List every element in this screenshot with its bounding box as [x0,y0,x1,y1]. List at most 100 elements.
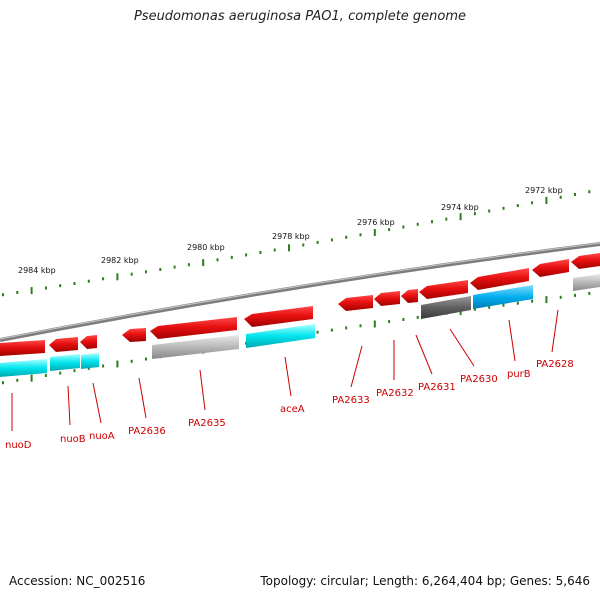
scale-minor-tick [73,369,76,373]
cds-aceA[interactable] [246,324,315,348]
gene-nuoB[interactable] [49,337,78,352]
scale-minor-tick [559,195,562,199]
cds-nuoD[interactable] [0,359,47,377]
scale-minor-tick [2,381,4,385]
scale-label: 2976 kbp [357,218,395,227]
scale-minor-tick [44,286,47,290]
gene-PA2636[interactable] [122,328,146,342]
scale-minor-tick [574,193,576,196]
scale-minor-tick [531,299,534,303]
gene-PA2628[interactable] [532,259,569,277]
scale-minor-tick [102,364,105,368]
scale-label: 2984 kbp [18,266,56,275]
scale-minor-tick [488,305,491,309]
scale-minor-tick [473,212,476,216]
scale-minor-tick [330,238,333,242]
scale-major-tick [459,213,462,221]
scale-minor-tick [16,291,19,294]
gene-next[interactable] [571,253,600,269]
scale-major-tick [373,320,376,328]
gene-label[interactable]: PA2633 [332,395,370,406]
gene-label[interactable]: PA2628 [536,359,574,370]
scale-minor-tick [416,315,419,319]
gene-label[interactable]: nuoB [60,434,86,445]
gene-nuoD[interactable] [0,340,45,356]
scale-minor-tick [502,206,505,210]
cds-nuoA[interactable] [81,353,99,369]
scale-major-tick [373,229,376,236]
scale-minor-tick [102,277,105,281]
scale-minor-tick [273,248,276,252]
cds-PA2635[interactable] [152,335,239,359]
gene-PA2635[interactable] [150,317,237,339]
scale-minor-tick [130,272,133,276]
gene-label[interactable]: nuoA [89,431,115,442]
gene-label[interactable]: PA2631 [418,382,456,393]
gene-aceA[interactable] [244,306,313,327]
cds-nuoB[interactable] [50,354,80,371]
cds-feature-track [0,274,600,377]
scale-minor-tick [588,190,591,194]
scale-major-tick [545,296,548,304]
gene-label[interactable]: PA2635 [188,418,226,429]
scale-minor-tick [431,220,433,224]
scale-major-tick [30,287,33,295]
scale-minor-tick [16,378,19,382]
scale-minor-tick [359,233,362,237]
scale-minor-tick [159,268,162,271]
scale-minor-tick [402,318,405,321]
scale-major-tick [116,273,119,281]
gene-PA2631[interactable] [401,289,418,303]
scale-minor-tick [245,253,248,257]
gene-label[interactable]: aceA [280,404,305,415]
scale-major-tick [545,196,548,204]
scale-major-tick [30,374,33,382]
scale-minor-tick [502,303,505,307]
scale-label: 2982 kbp [101,256,139,265]
scale-minor-tick [2,293,4,297]
scale-minor-tick [216,258,219,262]
scale-minor-tick [145,357,147,361]
genome-title: Pseudomonas aeruginosa PAO1, complete ge… [133,9,467,24]
scale-minor-tick [130,359,133,363]
gene-feature-track [0,253,600,356]
scale-track [2,190,591,297]
scale-label: 2974 kbp [441,203,479,212]
scale-minor-tick [516,301,519,305]
genome-summary-text: Topology: circular; Length: 6,264,404 bp… [260,574,590,588]
gene-PA2633[interactable] [338,295,373,311]
gene-purB[interactable] [470,268,529,290]
scale-minor-tick [345,326,348,330]
scale-minor-tick [416,222,419,226]
scale-minor-tick [259,251,262,254]
cds-next[interactable] [573,274,600,291]
gene-label[interactable]: nuoD [5,440,32,451]
gene-PA2630[interactable] [419,280,468,299]
scale-minor-tick [87,279,90,283]
scale-minor-tick [359,324,362,328]
scale-minor-tick [388,320,391,324]
gene-label[interactable]: PA2632 [376,388,414,399]
scale-minor-tick [73,282,76,285]
scale-minor-tick [473,307,476,311]
cds-purB[interactable] [473,285,533,309]
gene-label[interactable]: PA2630 [460,374,498,385]
scale-minor-tick [588,291,591,295]
scale-minor-tick [516,204,519,208]
label-leaders [11,309,559,431]
scale-major-tick [288,244,290,252]
cds-PA2630[interactable] [421,296,471,319]
scale-minor-tick [574,293,576,297]
scale-label: 2978 kbp [272,232,310,241]
gene-label[interactable]: purB [507,369,531,380]
genome-backbone-highlight [0,242,600,340]
scale-minor-tick [445,217,448,221]
genome-backbone [0,242,600,342]
scale-minor-tick [87,366,90,370]
gene-nuoA[interactable] [80,335,97,349]
gene-PA2632[interactable] [374,291,400,306]
scale-minor-tick [230,255,233,259]
scale-minor-tick [173,265,176,269]
gene-label[interactable]: PA2636 [128,426,166,437]
